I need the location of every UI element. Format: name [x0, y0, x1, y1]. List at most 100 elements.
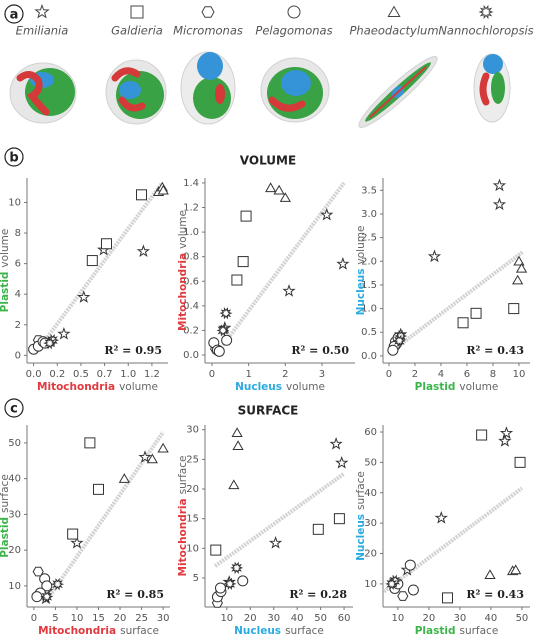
x-tick-label: 0 — [209, 369, 215, 380]
panel-label-badge — [4, 147, 24, 167]
axis-label-organelle: Mitochondria — [177, 498, 189, 576]
marker — [492, 197, 507, 211]
r-squared: R² = 0.85 — [106, 588, 164, 601]
x-tick-label: 25 — [135, 613, 148, 624]
y-tick-label: 3.0 — [361, 209, 377, 220]
axis-label-measure: volume — [286, 381, 325, 393]
panel-title: SURFACE — [238, 404, 299, 418]
y-tick-label: 2 — [15, 320, 21, 331]
marker — [70, 536, 84, 549]
marker — [279, 192, 291, 202]
marker — [407, 584, 419, 596]
y-axis-label: Plastid surface — [0, 474, 11, 558]
panel-label: a — [10, 8, 19, 23]
x-tick-label: 3 — [319, 369, 325, 380]
x-tick-label: 0.7 — [97, 369, 113, 380]
y-axis-label: Plastid volume — [0, 229, 11, 313]
marker — [499, 426, 514, 439]
x-tick-label: 8 — [490, 369, 496, 380]
r-squared: R² = 0.50 — [291, 344, 349, 357]
x-tick-label: 10 — [392, 613, 405, 624]
marker — [213, 345, 225, 357]
marker — [214, 582, 226, 594]
y-axis-label: Nucleus surface — [355, 471, 367, 561]
y-tick-label: 1.2 — [183, 203, 199, 214]
marker — [34, 3, 50, 19]
marker — [320, 207, 334, 221]
axis-label-organelle: Plastid — [0, 272, 11, 313]
marker — [434, 510, 448, 524]
y-tick-label: 25 — [186, 454, 199, 465]
marker — [478, 4, 494, 20]
y-tick-label: 2.0 — [361, 256, 377, 267]
y-tick-label: 0.6 — [183, 276, 199, 287]
marker — [333, 513, 345, 525]
y-tick-label: 40 — [8, 474, 21, 485]
y-tick-label: 20 — [186, 484, 199, 495]
x-axis-label: Plastid volume — [415, 381, 499, 393]
x-tick-label: 0.5 — [73, 369, 89, 380]
marker — [513, 255, 525, 266]
organism-name: Emiliania — [16, 24, 69, 38]
x-tick-label: 2 — [282, 369, 288, 380]
scatter-chart: 10 20 30 40 50 0 5 10 15 20 25 30 Mitochondria surfac… — [0, 425, 170, 637]
y-tick-label: 50 — [8, 438, 21, 449]
y-axis-label: Mitochondria surface — [177, 456, 189, 577]
marker — [312, 523, 324, 535]
organism-name: Phaeodactylum — [349, 24, 438, 38]
marker — [265, 182, 277, 193]
marker — [136, 189, 148, 201]
axis-label-organelle: Nucleus — [234, 625, 281, 637]
x-tick-label: 0 — [386, 369, 392, 380]
marker — [216, 324, 230, 337]
x-tick-label: 50 — [516, 613, 529, 624]
x-axis-label: Mitochondria volume — [37, 381, 158, 393]
y-tick-label: 10 — [186, 543, 199, 554]
axis-label-measure: surface — [459, 625, 498, 637]
marker — [282, 284, 296, 297]
axis-label-measure: surface — [285, 625, 324, 637]
y-tick-label: 1.4 — [183, 178, 199, 189]
marker — [335, 455, 349, 469]
x-tick-label: 0 — [31, 613, 37, 624]
marker — [336, 256, 350, 270]
x-tick-label: 30 — [157, 613, 170, 624]
x-tick-label: 0.0 — [26, 369, 42, 380]
axis-label-measure: volume — [0, 229, 11, 268]
trendline — [45, 431, 165, 602]
x-tick-label: 6 — [464, 369, 470, 380]
y-tick-label: 10 — [364, 579, 377, 590]
marker — [514, 456, 526, 468]
marker — [397, 591, 409, 601]
marker — [51, 577, 65, 591]
marker — [210, 544, 222, 556]
marker — [508, 303, 520, 315]
x-tick-label: 20 — [114, 613, 127, 624]
marker — [385, 577, 399, 591]
organism-name: Pelagomonas — [255, 24, 332, 38]
marker — [231, 427, 243, 437]
x-tick-label: 20 — [244, 613, 257, 624]
x-tick-label: 60 — [338, 613, 351, 624]
x-tick-label: 1.0 — [120, 369, 136, 380]
y-tick-label: 20 — [8, 545, 21, 556]
organism-name: Nannochloropsis — [438, 24, 533, 38]
x-tick-label: 30 — [454, 613, 467, 624]
trendline — [382, 486, 524, 594]
axis-label-organelle: Plastid — [415, 381, 456, 393]
trendline — [213, 181, 346, 357]
marker — [40, 590, 54, 603]
panel-label-badge — [4, 4, 24, 24]
marker — [515, 262, 528, 273]
marker — [93, 483, 104, 495]
axis-label-organelle: Plastid — [0, 517, 11, 558]
x-axis-label: Mitochondria surface — [38, 625, 159, 637]
x-tick-label: 30 — [267, 613, 280, 624]
y-tick-label: 1.5 — [361, 280, 377, 291]
x-tick-label: 40 — [485, 613, 498, 624]
axis-label-organelle: Nucleus — [355, 514, 367, 561]
y-tick-label: 10 — [8, 581, 21, 592]
